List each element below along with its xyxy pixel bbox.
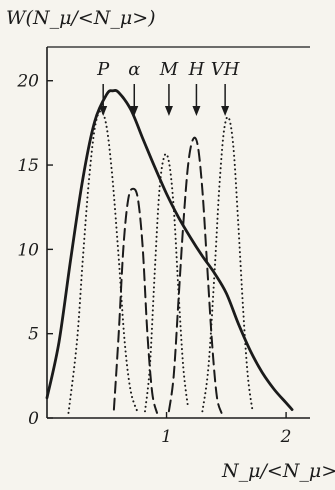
series-line-6-dotted <box>201 116 254 413</box>
series-line-1-solid <box>45 89 294 411</box>
labels-group: W(N_μ/<N_μ>) N_μ/<N_μ> <box>6 7 335 482</box>
marker-arrowhead <box>99 106 108 116</box>
marker-label: M <box>159 59 179 80</box>
marker-arrowhead <box>130 106 139 116</box>
marker-label: P <box>96 59 110 80</box>
series-line-2-dotted <box>67 110 139 414</box>
x-tick-label: 1 <box>161 427 172 447</box>
marker-arrowhead <box>192 106 201 116</box>
series-line-4-dotted <box>144 152 190 413</box>
marker-label: H <box>188 59 205 80</box>
y-tick-label: 5 <box>28 325 39 345</box>
marker-arrowhead <box>164 106 173 116</box>
x-axis-label: N_μ/<N_μ> <box>221 460 335 482</box>
y-tick-label: 15 <box>17 156 39 176</box>
y-tick-label: 10 <box>17 240 39 260</box>
series-line-3-dashed <box>112 187 158 414</box>
axes-group <box>46 46 310 419</box>
x-tick-label: 2 <box>280 427 292 447</box>
y-axis-label: W(N_μ/<N_μ>) <box>6 7 156 29</box>
ticks-group: 0 5 10 15 20 1 2 <box>16 72 291 447</box>
y-tick-label: 20 <box>16 72 39 92</box>
marker-label: α <box>128 59 140 80</box>
series-group <box>45 89 294 414</box>
series-line-5-dashed <box>167 136 223 414</box>
marker-arrowhead <box>221 106 230 116</box>
y-tick-label: 0 <box>28 409 39 429</box>
marker-label: VH <box>211 59 240 80</box>
